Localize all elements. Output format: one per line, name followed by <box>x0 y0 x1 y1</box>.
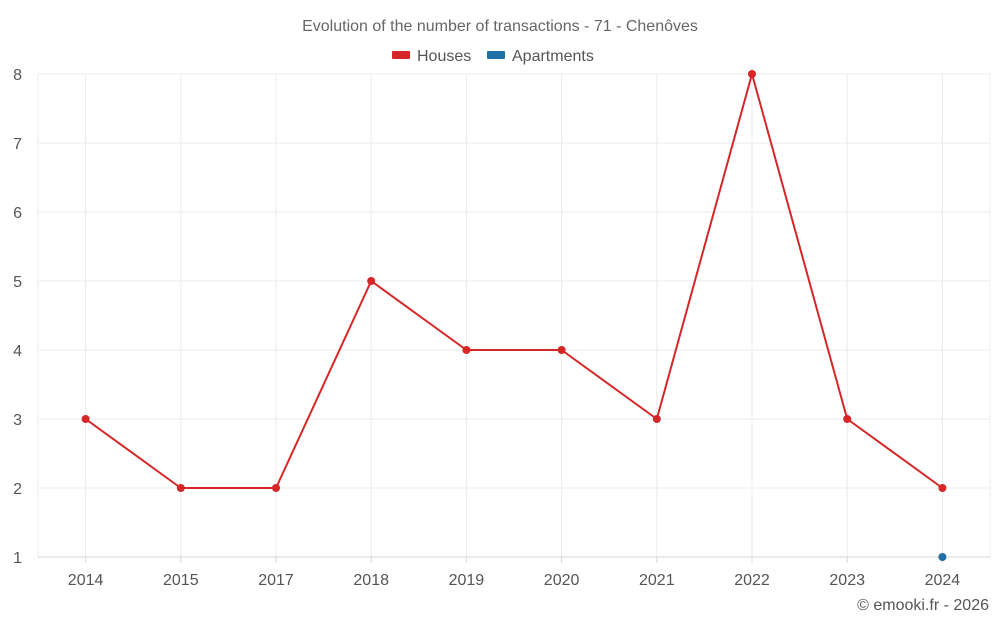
x-tick-label: 2018 <box>353 572 389 589</box>
y-tick-label: 2 <box>13 481 22 498</box>
x-tick-label: 2014 <box>68 572 104 589</box>
data-point-houses <box>176 484 185 492</box>
copyright-text: © emooki.fr - 2026 <box>857 597 989 614</box>
x-tick-label: 2022 <box>734 572 770 589</box>
legend: Houses Apartments <box>392 48 594 65</box>
chart-grid <box>37 73 991 557</box>
chart-title: Evolution of the number of transactions … <box>302 18 698 35</box>
y-tick-label: 7 <box>13 136 22 153</box>
x-tick-label: 2019 <box>449 572 485 589</box>
y-tick-label: 8 <box>13 67 22 84</box>
data-point-houses <box>843 415 852 423</box>
legend-item-apartments: Apartments <box>487 48 594 65</box>
data-point-houses <box>272 484 280 492</box>
data-point-apartments <box>938 553 947 561</box>
x-tick-label: 2023 <box>829 572 865 589</box>
x-tick-label: 2024 <box>925 572 961 589</box>
chart-axes: 1 2 3 4 5 6 7 8 2014 2015 2017 2018 2019 2020 2021 2022… <box>13 67 990 589</box>
data-point-houses <box>652 415 661 423</box>
legend-swatch-apartments <box>487 51 505 59</box>
x-tick-label: 2021 <box>639 572 675 589</box>
y-tick-label: 5 <box>13 274 22 291</box>
data-point-houses <box>938 484 947 492</box>
legend-label-apartments: Apartments <box>512 48 594 65</box>
x-tick-label: 2015 <box>163 572 199 589</box>
data-point-houses <box>557 346 566 354</box>
data-point-houses <box>81 415 90 423</box>
legend-item-houses: Houses <box>392 48 471 65</box>
legend-swatch-houses <box>392 51 410 59</box>
data-point-houses <box>367 277 376 285</box>
data-point-houses <box>462 346 471 354</box>
x-tick-label: 2020 <box>544 572 580 589</box>
series-line-houses <box>84 73 944 489</box>
data-point-houses <box>748 70 756 78</box>
x-tick-label: 2017 <box>258 572 294 589</box>
y-tick-label: 1 <box>13 550 22 567</box>
series-layer <box>81 70 947 561</box>
y-tick-label: 3 <box>13 412 22 429</box>
y-tick-label: 6 <box>13 205 22 222</box>
y-tick-label: 4 <box>13 343 22 360</box>
legend-label-houses: Houses <box>417 48 471 65</box>
